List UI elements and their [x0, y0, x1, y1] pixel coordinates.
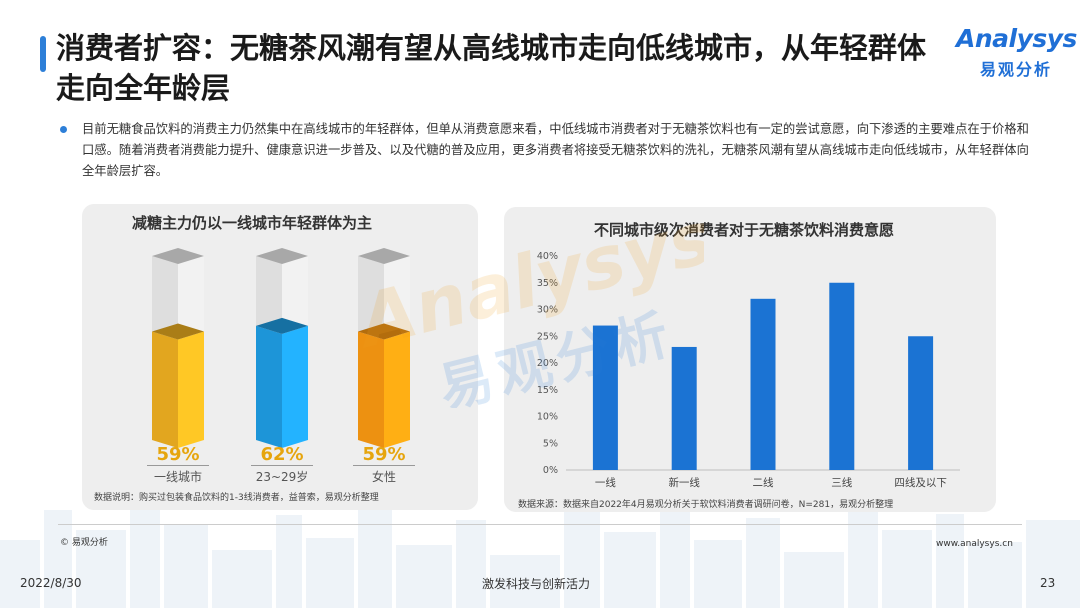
bar-3 [750, 298, 776, 470]
y-tick-label: 30% [537, 305, 558, 316]
footer-divider [58, 524, 1022, 525]
left-chart-title: 减糖主力仍以一线城市年轻群体为主 [132, 214, 373, 232]
y-tick-label: 5% [543, 438, 558, 449]
right-chart-note: 数据来源：数据来自2022年4月易观分析关于软饮料消费者调研问卷，N=281，易… [518, 500, 894, 510]
cylinder-value-label-2: 62% [260, 444, 304, 465]
left-chart-note: 数据说明：购买过包装食品饮料的1-3线消费者，益普索，易观分析整理 [94, 493, 379, 503]
y-tick-label: 0% [543, 465, 558, 476]
cylinder-fill-right [282, 325, 308, 448]
bar-chart: 0% 5% 10% 15% 20% 25% 30% 35% 40% 一线 新一线 二线 三线 四线及以下 [537, 251, 960, 489]
bar-2 [671, 346, 697, 470]
bar-4 [829, 282, 855, 470]
cylinder-top-cap [152, 248, 204, 264]
cylinder-fill-right [178, 331, 204, 448]
cylinder-top-cap [358, 248, 410, 264]
logo-chinese-name: 易观分析 [980, 60, 1053, 79]
cylinder-fill-left [358, 331, 384, 448]
x-tick-label: 一线 [595, 476, 616, 489]
page-title: 消费者扩容：无糖茶风潮有望从高线城市走向低线城市，从年轻群体走向全年龄层 [56, 31, 927, 105]
y-tick-label: 10% [537, 412, 558, 423]
right-chart-title: 不同城市级次消费者对于无糖茶饮料消费意愿 [594, 221, 895, 239]
report-date: 2022/8/30 [20, 576, 82, 590]
intro-paragraph: 目前无糖食品饮料的消费主力仍然集中在高线城市的年轻群体，但单从消费意愿来看，中低… [82, 122, 1029, 178]
right-chart-panel: 不同城市级次消费者对于无糖茶饮料消费意愿 0% 5% 10% 15% 20% 25% 30%… [504, 207, 996, 512]
cylinder-fill-left [152, 331, 178, 448]
x-tick-label: 二线 [753, 476, 774, 489]
cylinder-category-label-3: 女性 [353, 465, 415, 485]
cylinder-category-label-1: 一线城市 [147, 465, 209, 485]
logo-wordmark: Analysys [956, 24, 1077, 53]
y-tick-label: 20% [537, 358, 558, 369]
x-tick-label: 四线及以下 [894, 476, 947, 489]
cylinder-fill-top [358, 323, 410, 340]
x-tick-label: 三线 [831, 476, 852, 489]
bar-1 [592, 325, 618, 470]
cylinder-fill-left [256, 325, 282, 448]
cylinder-fill-right [384, 331, 410, 448]
cylinder-2 [256, 248, 308, 448]
y-tick-label: 25% [537, 331, 558, 342]
page-number: 23 [1040, 576, 1056, 590]
website-link[interactable]: www.analysys.cn [936, 539, 1013, 549]
y-tick-label: 15% [537, 385, 558, 396]
cylinder-value-label-3: 59% [362, 444, 406, 465]
cylinder-value-label-1: 59% [156, 444, 200, 465]
cylinder-1 [152, 248, 204, 448]
left-chart-panel: 减糖主力仍以一线城市年轻群体为主 59% 62% 59% 一线城市 23~29岁… [82, 204, 478, 510]
cylinder-fill-top [256, 317, 308, 334]
bar-5 [908, 336, 934, 470]
y-tick-label: 35% [537, 278, 558, 289]
analysys-logo: Analysys 易观分析 [948, 24, 1077, 80]
cylinder-3 [358, 248, 410, 448]
cylinder-chart [152, 248, 410, 448]
bullet-dot-icon [60, 126, 67, 133]
y-tick-label: 40% [537, 251, 558, 262]
title-accent-bar [40, 36, 46, 72]
cylinder-top-cap [256, 248, 308, 264]
copyright-text: © 易观分析 [60, 538, 108, 548]
cylinder-fill-top [152, 323, 204, 340]
cylinder-category-label-2: 23~29岁 [251, 465, 313, 485]
x-tick-label: 新一线 [668, 476, 700, 489]
footer-slogan: 激发科技与创新活力 [482, 577, 591, 591]
